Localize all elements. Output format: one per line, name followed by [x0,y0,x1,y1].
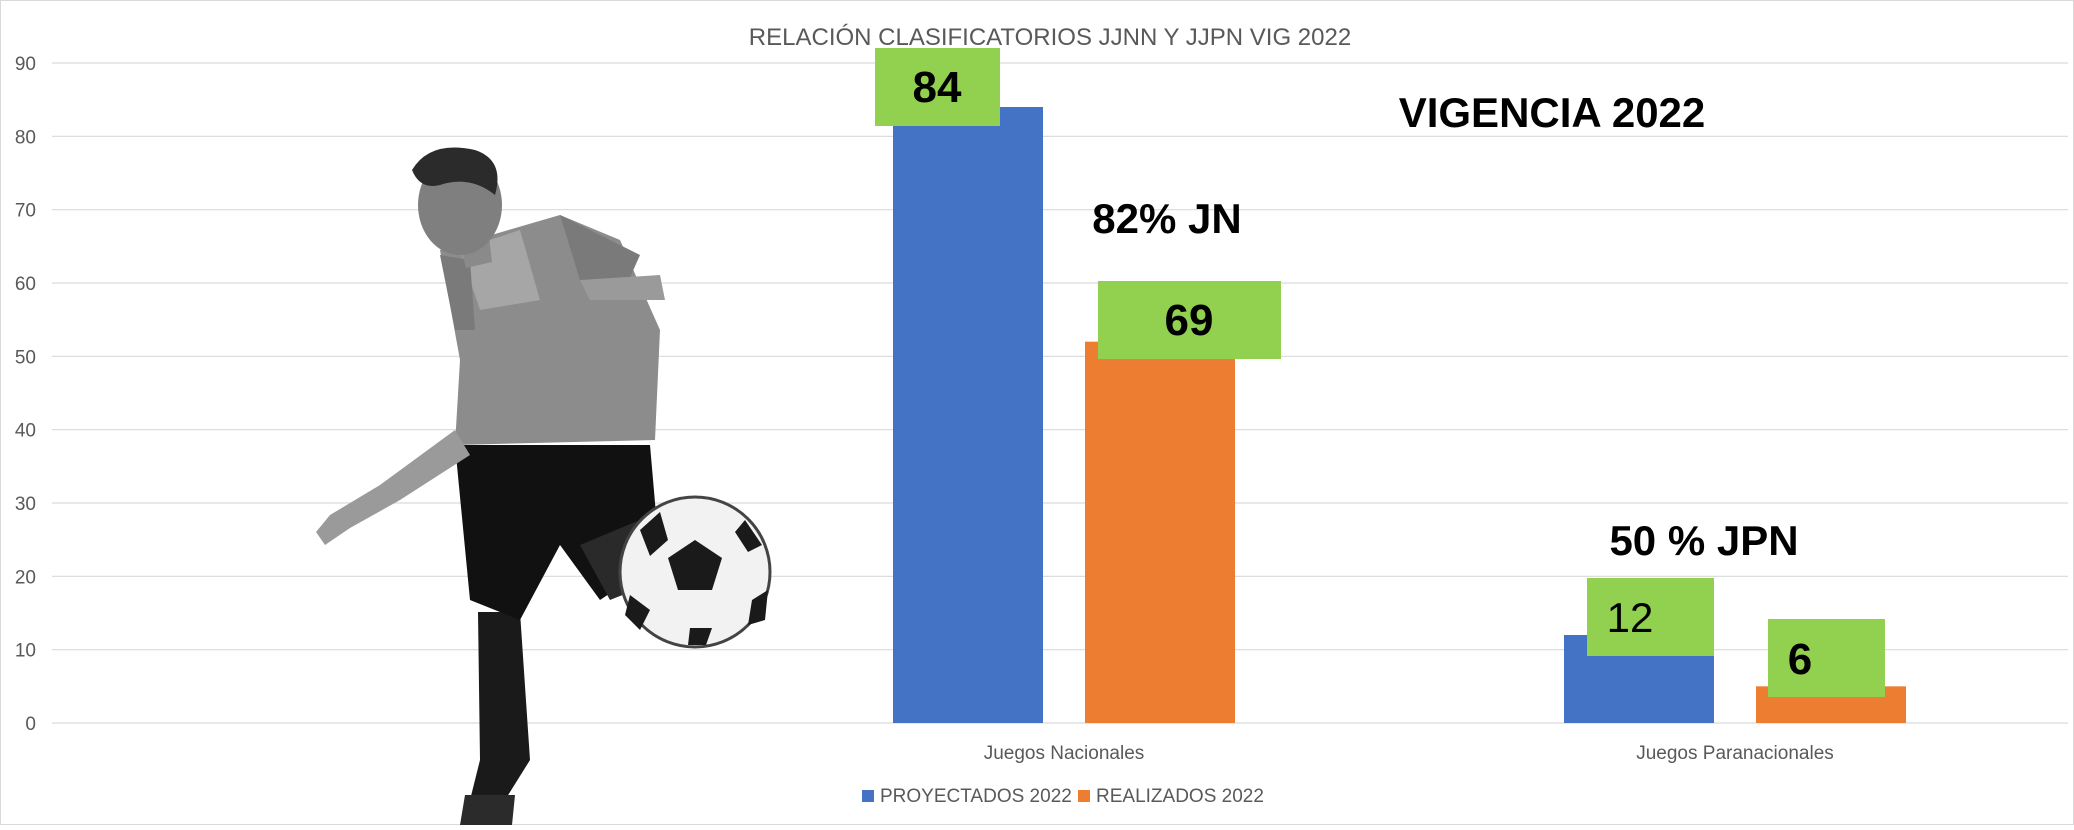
bar-proyectados-0 [893,107,1043,723]
bar-realizados-0 [1085,342,1235,723]
y-tick-label: 80 [15,127,36,148]
y-tick-label: 20 [15,567,36,588]
y-tick-label: 10 [15,641,36,662]
x-category-label: Juegos Nacionales [984,743,1145,764]
y-tick-label: 70 [15,201,36,222]
label-box-6 [1768,619,1885,697]
data-label-proyectados-nacionales: 84 [913,63,962,112]
chart-title: RELACIÓN CLASIFICATORIOS JJNN Y JJPN VIG… [749,24,1351,51]
y-tick-label: 60 [15,274,36,295]
y-tick-label: 90 [15,54,36,75]
legend-swatch-realizados [1078,790,1090,802]
y-tick-label: 40 [15,421,36,442]
annotation-pct-jpn: 50 % JPN [1609,517,1798,564]
annotation-pct-jn: 82% JN [1092,195,1241,242]
x-category-label: Juegos Paranacionales [1636,743,1834,764]
y-tick-label: 0 [25,714,36,735]
annotation-vigencia: VIGENCIA 2022 [1399,89,1706,136]
soccer-ball-icon [620,497,770,647]
y-tick-label: 30 [15,494,36,515]
data-label-realizados-nacionales: 69 [1165,296,1214,345]
data-label-proyectados-paranacionales: 12 [1607,594,1654,641]
legend-label-realizados: REALIZADOS 2022 [1096,786,1264,807]
data-label-realizados-paranacionales: 6 [1788,635,1812,684]
legend: PROYECTADOS 2022 REALIZADOS 2022 [862,786,1264,807]
y-tick-label: 50 [15,347,36,368]
legend-swatch-proyectados [862,790,874,802]
legend-label-proyectados: PROYECTADOS 2022 [880,786,1072,807]
